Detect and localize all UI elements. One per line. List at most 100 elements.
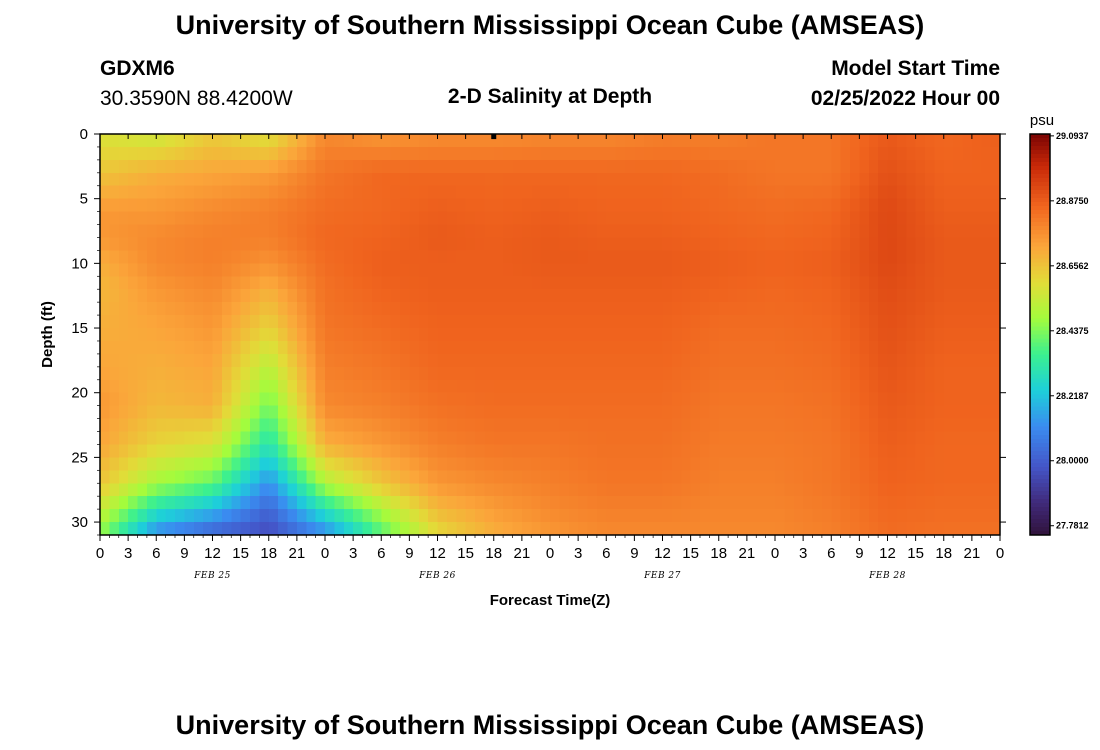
heatmap-cell bbox=[990, 457, 1001, 471]
heatmap-cell bbox=[953, 392, 964, 407]
heatmap-cell bbox=[503, 522, 514, 536]
heatmap-cell bbox=[128, 276, 139, 290]
heatmap-cell bbox=[887, 289, 898, 303]
heatmap-cell bbox=[756, 237, 767, 252]
heatmap-cell bbox=[784, 431, 795, 446]
heatmap-cell bbox=[709, 522, 720, 536]
colorbar-segment bbox=[1030, 278, 1050, 283]
heatmap-cell bbox=[709, 263, 720, 277]
heatmap-cell bbox=[259, 198, 270, 213]
heatmap-cell bbox=[587, 328, 598, 342]
heatmap-cell bbox=[521, 522, 532, 536]
heatmap-cell bbox=[521, 211, 532, 226]
heatmap-cell bbox=[671, 134, 682, 148]
heatmap-cell bbox=[381, 185, 392, 200]
heatmap-cell bbox=[746, 444, 757, 458]
heatmap-cell bbox=[193, 431, 204, 446]
heatmap-cell bbox=[193, 392, 204, 407]
heatmap-cell bbox=[146, 379, 157, 394]
heatmap-cell bbox=[784, 250, 795, 264]
heatmap-cell bbox=[240, 470, 251, 484]
heatmap-cell bbox=[100, 483, 110, 497]
heatmap-cell bbox=[118, 237, 129, 252]
heatmap-cell bbox=[315, 509, 326, 523]
heatmap-cell bbox=[100, 211, 110, 226]
heatmap-cell bbox=[400, 379, 410, 394]
model-start-value: 02/25/2022 Hour 00 bbox=[810, 87, 1000, 110]
heatmap-cell bbox=[231, 224, 242, 239]
heatmap-cell bbox=[925, 483, 935, 497]
heatmap-cell bbox=[540, 302, 551, 316]
heatmap-cell bbox=[268, 185, 279, 200]
heatmap-cell bbox=[428, 496, 439, 510]
heatmap-cell bbox=[118, 276, 129, 290]
heatmap-cell bbox=[915, 172, 926, 187]
heatmap-cell bbox=[793, 470, 804, 484]
heatmap-cell bbox=[596, 289, 607, 303]
colorbar-segment bbox=[1030, 318, 1050, 324]
heatmap-cell bbox=[446, 134, 457, 148]
heatmap-cell bbox=[915, 224, 926, 239]
heatmap-cell bbox=[446, 185, 457, 200]
heatmap-cell bbox=[887, 353, 898, 368]
heatmap-cell bbox=[625, 315, 635, 329]
heatmap-cell bbox=[971, 146, 982, 161]
heatmap-cell bbox=[793, 444, 804, 458]
heatmap-cell bbox=[362, 302, 373, 316]
heatmap-cell bbox=[606, 159, 617, 174]
heatmap-cell bbox=[109, 509, 120, 523]
heatmap-cell bbox=[100, 405, 110, 420]
heatmap-cell bbox=[184, 211, 195, 226]
heatmap-cell bbox=[165, 237, 176, 252]
heatmap-cell bbox=[512, 457, 523, 471]
heatmap-cell bbox=[653, 353, 664, 368]
heatmap-cell bbox=[437, 134, 448, 148]
heatmap-cell bbox=[418, 353, 429, 368]
heatmap-cell bbox=[334, 379, 345, 394]
heatmap-cell bbox=[437, 289, 448, 303]
heatmap-cell bbox=[493, 418, 504, 433]
heatmap-cell bbox=[456, 172, 467, 187]
heatmap-cell bbox=[746, 302, 757, 316]
heatmap-cell bbox=[821, 146, 832, 161]
heatmap-cell bbox=[531, 379, 542, 394]
heatmap-cell bbox=[428, 134, 439, 148]
heatmap-cell bbox=[737, 211, 748, 226]
heatmap-cell bbox=[437, 328, 448, 342]
heatmap-cell bbox=[887, 522, 898, 536]
heatmap-cell bbox=[896, 237, 907, 252]
date-label: FEB 27 bbox=[643, 571, 681, 581]
colorbar-segment bbox=[1030, 470, 1050, 476]
heatmap-cell bbox=[165, 289, 176, 303]
heatmap-cell bbox=[596, 211, 607, 226]
colorbar-segment bbox=[1030, 142, 1050, 147]
heatmap-cell bbox=[859, 263, 870, 277]
heatmap-cell bbox=[268, 418, 279, 433]
heatmap-cell bbox=[240, 457, 251, 471]
heatmap-cell bbox=[559, 328, 570, 342]
heatmap-cell bbox=[596, 496, 607, 510]
heatmap-cell bbox=[409, 263, 420, 277]
heatmap-cell bbox=[896, 224, 907, 239]
colorbar-segment bbox=[1030, 150, 1050, 155]
heatmap-cell bbox=[362, 185, 373, 200]
heatmap-cell bbox=[212, 328, 223, 342]
heatmap-cell bbox=[653, 470, 664, 484]
heatmap-cell bbox=[568, 340, 579, 355]
heatmap-cell bbox=[887, 237, 898, 252]
heatmap-cell bbox=[934, 509, 945, 523]
heatmap-cell bbox=[362, 366, 373, 381]
heatmap-cell bbox=[953, 444, 964, 458]
heatmap-cell bbox=[643, 263, 654, 277]
heatmap-cell bbox=[925, 198, 935, 213]
heatmap-cell bbox=[681, 509, 692, 523]
heatmap-cell bbox=[662, 134, 673, 148]
heatmap-cell bbox=[512, 237, 523, 252]
heatmap-cell bbox=[400, 405, 410, 420]
heatmap-cell bbox=[934, 302, 945, 316]
heatmap-cell bbox=[934, 418, 945, 433]
heatmap-cell bbox=[831, 366, 842, 381]
heatmap-cell bbox=[765, 418, 776, 433]
heatmap-cell bbox=[793, 353, 804, 368]
heatmap-cell bbox=[934, 237, 945, 252]
